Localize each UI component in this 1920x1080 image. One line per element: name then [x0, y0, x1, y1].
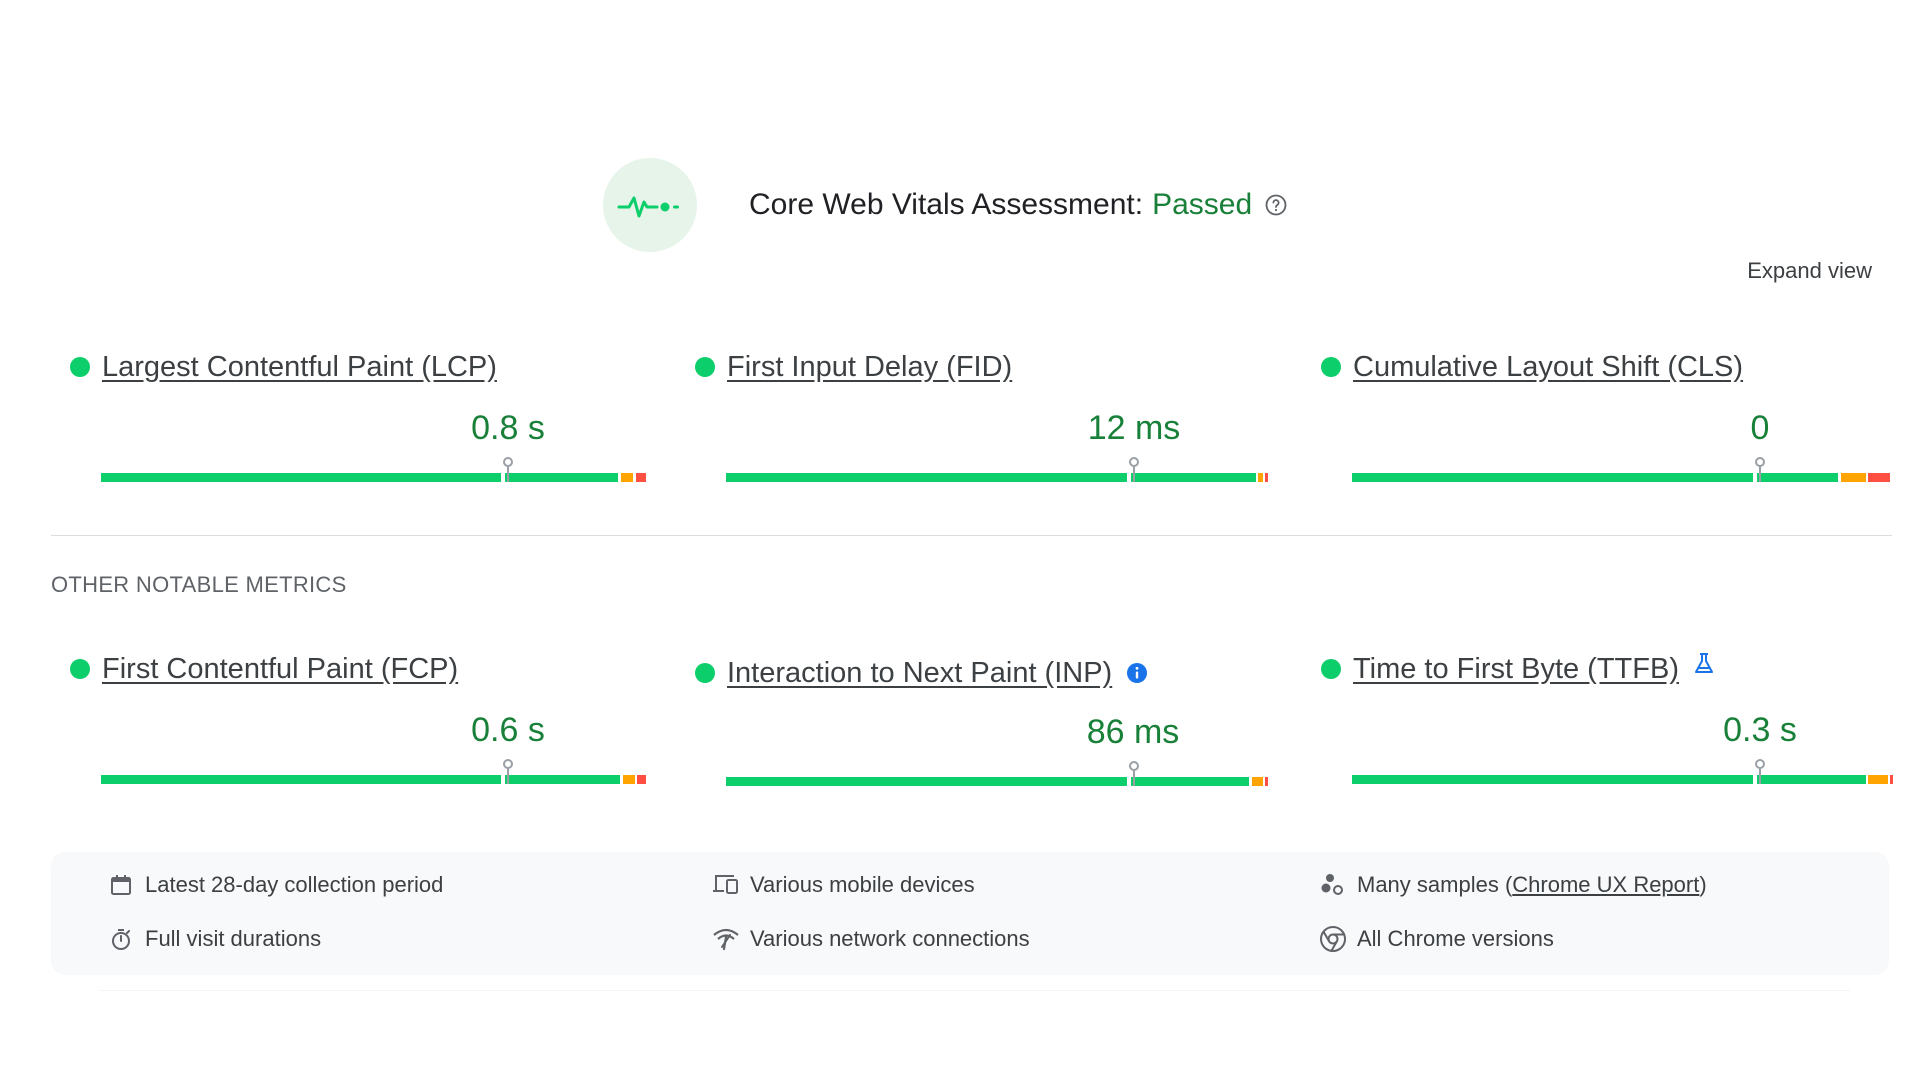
metric-name-row: Largest Contentful Paint (LCP): [70, 349, 497, 385]
metric-lcp: Largest Contentful Paint (LCP) 0.8 s: [70, 349, 646, 489]
good-status-dot: [1321, 357, 1341, 377]
metric-cls-value: 0: [1750, 409, 1770, 447]
data-info-panel: Latest 28-day collection period Full vis…: [51, 852, 1889, 975]
vitals-pulse-icon: [603, 158, 697, 252]
metric-cls: Cumulative Layout Shift (CLS) 0: [1321, 349, 1890, 489]
needs-improvement-segment: [623, 775, 635, 784]
metric-ttfb-value: 0.3 s: [1723, 711, 1797, 749]
calendar-icon: [107, 871, 135, 899]
needs-improvement-segment: [621, 473, 633, 482]
needs-improvement-segment: [1841, 473, 1866, 482]
metric-lcp-link[interactable]: Largest Contentful Paint (LCP): [102, 350, 497, 383]
metric-inp-value: 86 ms: [1086, 713, 1180, 751]
good-segment: [101, 775, 501, 784]
collection-period-text: Latest 28-day collection period: [145, 872, 444, 897]
good-status-dot: [695, 357, 715, 377]
metric-lcp-value: 0.8 s: [471, 409, 545, 447]
metric-cls-link[interactable]: Cumulative Layout Shift (CLS): [1353, 350, 1744, 383]
network-item: Various network connections: [712, 925, 1030, 953]
good-segment: [505, 473, 618, 482]
p75-marker: [1754, 457, 1766, 482]
chrome-logo-icon: [1319, 925, 1347, 953]
p75-marker: [1754, 759, 1766, 784]
poor-segment: [1265, 473, 1268, 482]
needs-improvement-segment: [1252, 777, 1263, 786]
experimental-flask-icon[interactable]: [1693, 652, 1715, 674]
samples-group-icon: [1319, 871, 1347, 899]
chrome-ux-report-link[interactable]: Chrome UX Report: [1512, 872, 1700, 897]
good-segment: [1352, 473, 1753, 482]
good-status-dot: [1321, 659, 1341, 679]
poor-segment: [1890, 775, 1893, 784]
samples-item: Many samples (Chrome UX Report): [1319, 871, 1707, 899]
metric-inp: Interaction to Next Paint (INP) 86 ms: [695, 651, 1268, 791]
poor-segment: [637, 775, 646, 784]
samples-suffix-text: ): [1699, 872, 1707, 897]
good-status-dot: [70, 357, 90, 377]
devices-text: Various mobile devices: [750, 872, 975, 897]
assessment-header: Core Web Vitals Assessment: Passed: [603, 158, 1288, 252]
metric-name-row: First Contentful Paint (FCP): [70, 651, 458, 687]
samples-prefix-text: Many samples (: [1357, 872, 1513, 897]
good-status-dot: [695, 663, 715, 683]
network-signal-icon: [712, 925, 740, 953]
good-segment: [1131, 777, 1249, 786]
metric-ttfb-distribution-bar: [1352, 759, 1897, 784]
metric-inp-link[interactable]: Interaction to Next Paint (INP): [727, 656, 1113, 689]
devices-icon: [712, 871, 740, 899]
metric-name-row: First Input Delay (FID): [695, 349, 1012, 385]
chrome-versions-item: All Chrome versions: [1319, 925, 1554, 953]
expand-view-button[interactable]: Expand view: [1747, 258, 1872, 283]
visit-durations-item: Full visit durations: [107, 925, 321, 953]
info-icon[interactable]: [1126, 662, 1148, 684]
metric-ttfb: Time to First Byte (TTFB) 0.3 s: [1321, 651, 1893, 791]
assessment-status: Passed: [1152, 188, 1253, 221]
metric-lcp-distribution-bar: [101, 457, 646, 482]
good-segment: [101, 473, 501, 482]
collection-period-item: Latest 28-day collection period: [107, 871, 443, 899]
metric-fcp-value: 0.6 s: [471, 711, 545, 749]
metric-fcp-distribution-bar: [101, 759, 646, 784]
needs-improvement-segment: [1258, 473, 1263, 482]
metric-name-row: Cumulative Layout Shift (CLS): [1321, 349, 1743, 385]
metric-fid-distribution-bar: [726, 457, 1271, 482]
poor-segment: [636, 473, 646, 482]
network-text: Various network connections: [750, 926, 1030, 951]
good-segment: [1131, 473, 1256, 482]
good-segment: [1757, 775, 1866, 784]
poor-segment: [1265, 777, 1268, 786]
good-status-dot: [70, 659, 90, 679]
assessment-title: Core Web Vitals Assessment: Passed: [749, 188, 1288, 222]
assessment-title-text: Core Web Vitals Assessment:: [749, 188, 1144, 221]
good-segment: [505, 775, 620, 784]
good-segment: [726, 777, 1127, 786]
metric-fcp-link[interactable]: First Contentful Paint (FCP): [102, 652, 459, 685]
metric-fcp: First Contentful Paint (FCP) 0.6 s: [70, 651, 646, 791]
metric-ttfb-link[interactable]: Time to First Byte (TTFB): [1353, 652, 1679, 685]
visit-durations-text: Full visit durations: [145, 926, 322, 951]
chrome-versions-text: All Chrome versions: [1357, 926, 1554, 951]
good-segment: [1352, 775, 1753, 784]
section-divider: [51, 535, 1892, 536]
help-circle-icon[interactable]: [1264, 193, 1288, 217]
p75-marker: [502, 759, 514, 784]
metric-fid: First Input Delay (FID) 12 ms: [695, 349, 1268, 489]
p75-marker: [1128, 761, 1140, 786]
devices-item: Various mobile devices: [712, 871, 975, 899]
poor-segment: [1868, 473, 1890, 482]
metric-fid-value: 12 ms: [1087, 409, 1181, 447]
stopwatch-icon: [107, 925, 135, 953]
metric-inp-distribution-bar: [726, 761, 1271, 786]
metric-cls-distribution-bar: [1352, 457, 1897, 482]
metric-name-row: Time to First Byte (TTFB): [1321, 651, 1715, 687]
metric-name-row: Interaction to Next Paint (INP): [695, 655, 1148, 691]
p75-marker: [1128, 457, 1140, 482]
metric-fid-link[interactable]: First Input Delay (FID): [727, 350, 1013, 383]
bottom-divider: [100, 990, 1850, 991]
good-segment: [1757, 473, 1838, 482]
needs-improvement-segment: [1868, 775, 1888, 784]
good-segment: [726, 473, 1127, 482]
other-metrics-heading: OTHER NOTABLE METRICS: [51, 572, 347, 597]
p75-marker: [502, 457, 514, 482]
